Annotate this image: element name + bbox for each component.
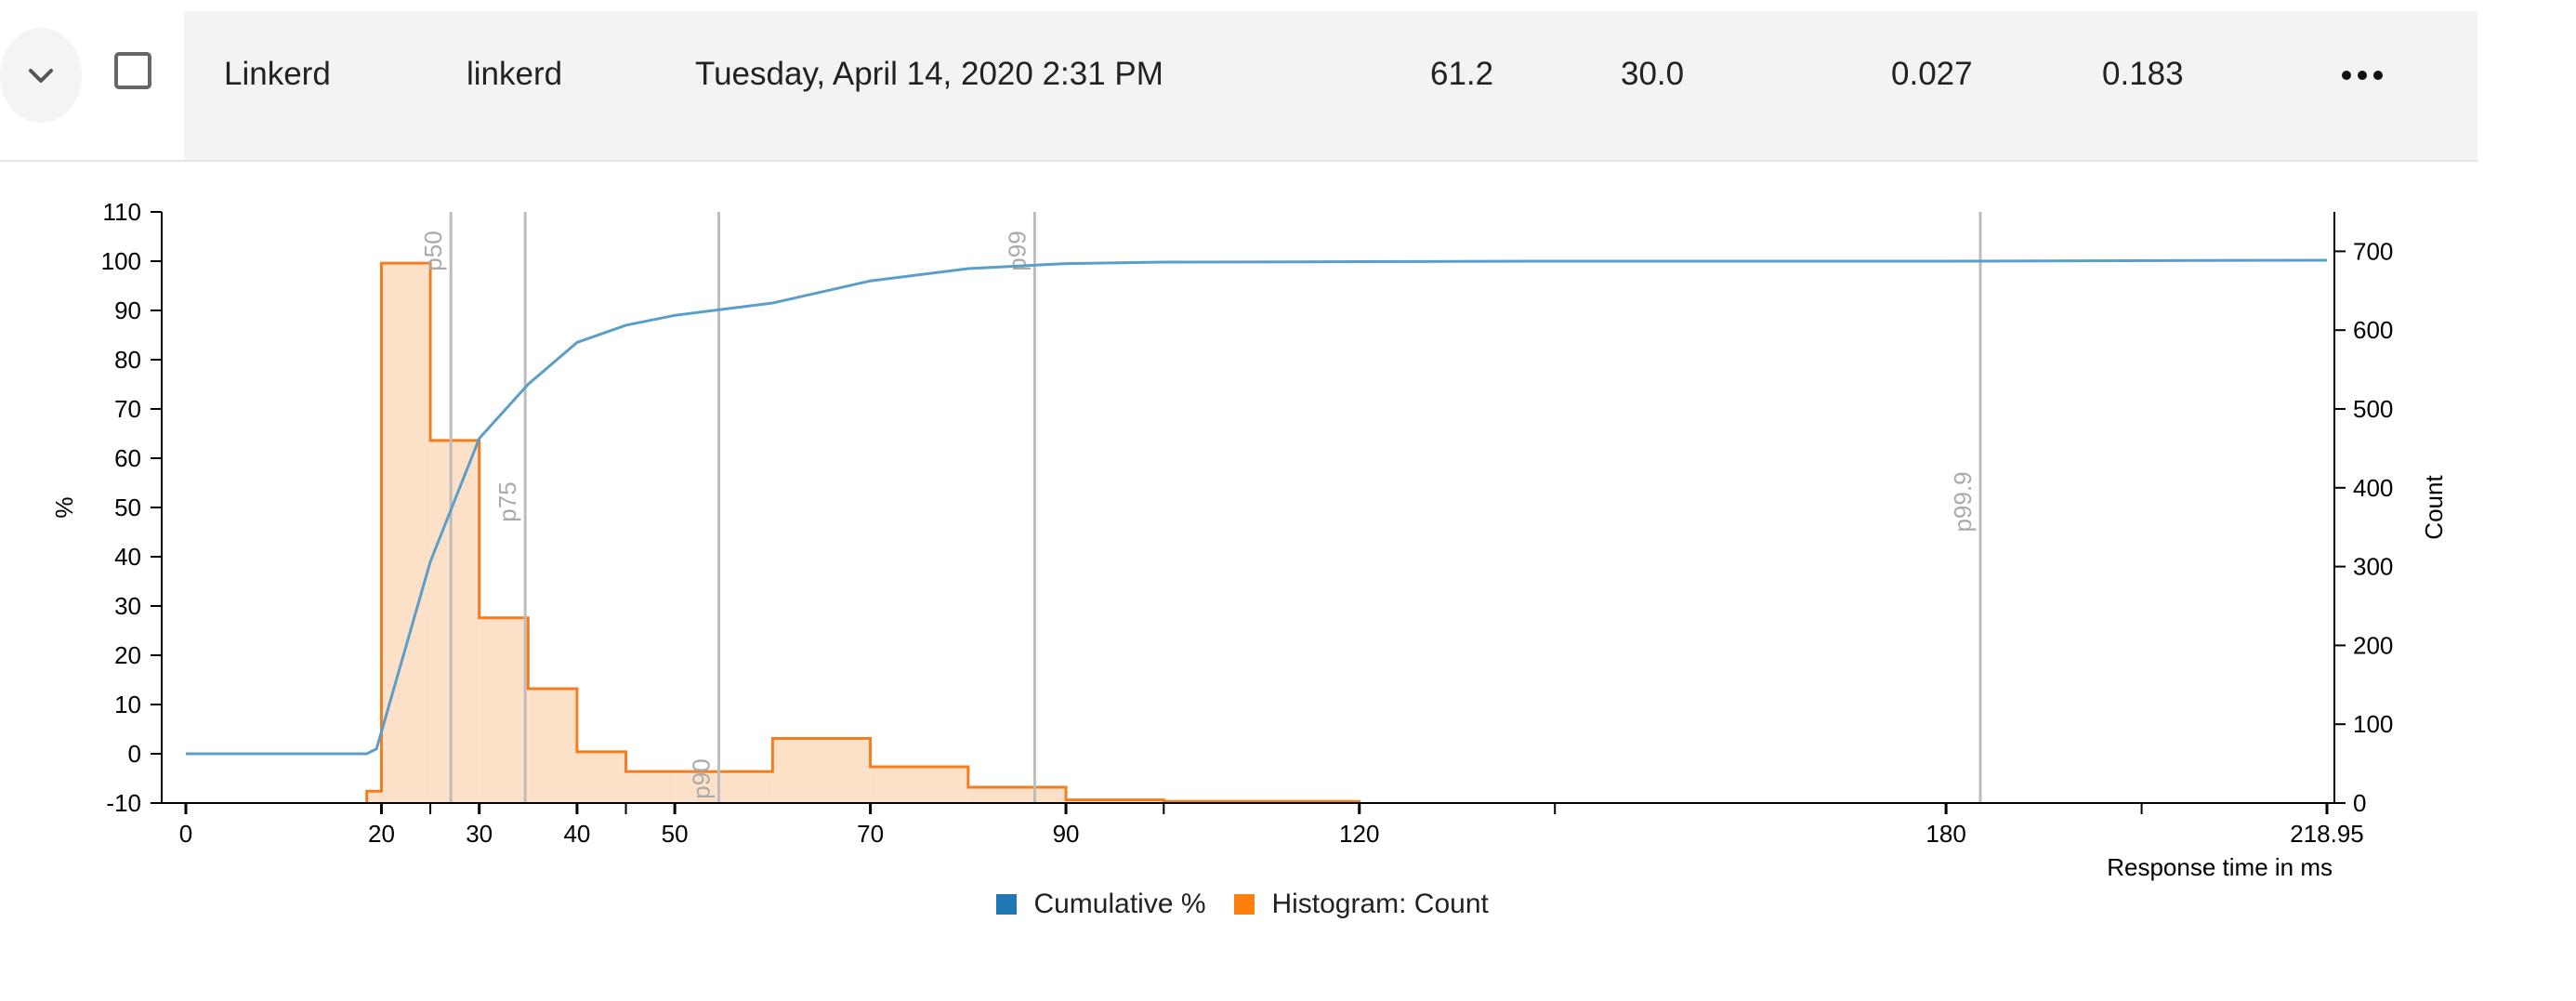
histogram-bar-8: [772, 738, 871, 803]
row-value-3: 0.027: [1891, 56, 1973, 92]
x-tick-label-8: 180: [1925, 820, 1965, 848]
histogram-bar-11: [1066, 799, 1164, 803]
histogram-layer: [365, 261, 1361, 803]
legend-label-histogram: Histogram: Count: [1271, 889, 1489, 919]
y-right-tick-label-3: 300: [2353, 553, 2393, 581]
percentile-label-p90: p90: [688, 758, 716, 798]
y-right-tick-label-2: 200: [2353, 631, 2393, 659]
latency-chart: p50 p75 p90 p99 p99.9 0 20 30 40 50 70 90 120 180 218…: [0, 167, 2576, 996]
cumulative-line: [186, 258, 2328, 756]
y-left-tick-label-0: -10: [106, 789, 141, 817]
legend-swatch-cumulative: [996, 894, 1017, 915]
cumulative-layer: [186, 258, 2328, 756]
histogram-bar-3: [479, 617, 529, 803]
row-background: [184, 11, 2477, 160]
y-left-tick-label-7: 60: [114, 444, 141, 472]
x-tick-label-4: 50: [662, 820, 689, 848]
x-axis-label: Response time in ms: [2107, 853, 2333, 881]
histogram-bar-6: [625, 771, 676, 803]
x-tick-label-3: 40: [563, 820, 590, 848]
y-left-tick-label-10: 90: [114, 296, 141, 324]
chevron-down-icon: [29, 69, 53, 83]
x-tick-label-9: 218.95: [2290, 820, 2364, 848]
histogram-bar-9: [870, 766, 968, 803]
percentile-label-p50: p50: [419, 230, 447, 270]
chart-legend: Cumulative % Histogram: Count: [996, 889, 1513, 926]
row-name: Linkerd: [224, 56, 331, 92]
y-left-tick-label-6: 50: [114, 494, 141, 521]
y-left-tick-label-4: 30: [114, 592, 141, 620]
y-left-tick-label-9: 80: [114, 346, 141, 374]
axes-layer: 0 20 30 40 50 70 90 120 180 218.95 Response time i…: [50, 198, 2448, 881]
x-tick-label-7: 120: [1339, 820, 1379, 848]
y-right-tick-label-5: 500: [2353, 395, 2393, 423]
y-left-tick-label-1: 0: [128, 740, 141, 768]
legend-swatch-histogram: [1233, 894, 1255, 915]
y-left-tick-label-11: 100: [101, 247, 141, 275]
y-left-tick-label-8: 70: [114, 395, 141, 423]
x-tick-label-5: 70: [857, 820, 884, 848]
row-value-1: 61.2: [1430, 56, 1494, 92]
more-horizontal-icon: [2373, 71, 2383, 80]
legend-label-cumulative: Cumulative %: [1033, 889, 1206, 919]
percentile-label-p99.9: p99.9: [1949, 471, 1977, 532]
row-value-2: 30.0: [1621, 56, 1685, 92]
histogram-bar-4: [528, 689, 577, 803]
y-right-tick-label-6: 600: [2353, 316, 2393, 344]
histogram-bar-5: [576, 751, 626, 803]
y-right-tick-label-0: 0: [2353, 789, 2366, 817]
legend-item-cumulative[interactable]: Cumulative %: [996, 889, 1206, 920]
histogram-bar-2: [430, 440, 480, 803]
row-select-checkbox[interactable]: [114, 52, 151, 89]
y-right-tick-label-7: 700: [2353, 237, 2393, 265]
y-right-axis-label: Count: [2420, 475, 2448, 540]
percentile-label-p75: p75: [493, 481, 521, 521]
y-right-tick-label-4: 400: [2353, 474, 2393, 502]
more-horizontal-icon: [2342, 71, 2351, 80]
y-left-axis-label: %: [50, 496, 78, 518]
x-tick-label-6: 90: [1053, 820, 1080, 848]
row-value-4: 0.183: [2102, 56, 2184, 92]
x-tick-label-1: 20: [368, 820, 395, 848]
x-tick-label-2: 30: [466, 820, 493, 848]
y-left-tick-label-3: 20: [114, 641, 141, 669]
row-timestamp: Tuesday, April 14, 2020 2:31 PM: [695, 56, 1163, 92]
y-left-tick-label-12: 110: [103, 198, 141, 226]
legend-item-histogram[interactable]: Histogram: Count: [1233, 889, 1489, 920]
histogram-outline: [365, 261, 1361, 803]
y-right-tick-label-1: 100: [2353, 710, 2393, 738]
x-tick-label-0: 0: [179, 820, 192, 848]
result-row: Linkerd linkerd Tuesday, April 14, 2020 …: [0, 0, 2576, 164]
expand-row-button[interactable]: [0, 28, 82, 123]
row-divider: [0, 160, 2477, 162]
histogram-bar-1: [381, 263, 431, 803]
y-left-tick-label-2: 10: [114, 691, 141, 718]
y-left-tick-label-5: 40: [114, 543, 141, 571]
histogram-bar-7: [675, 771, 773, 803]
more-horizontal-icon: [2358, 71, 2367, 80]
histogram-bar-10: [967, 787, 1067, 803]
more-actions-button[interactable]: [2342, 56, 2398, 93]
row-label: linkerd: [467, 56, 563, 92]
histogram-bar-0: [366, 791, 382, 803]
